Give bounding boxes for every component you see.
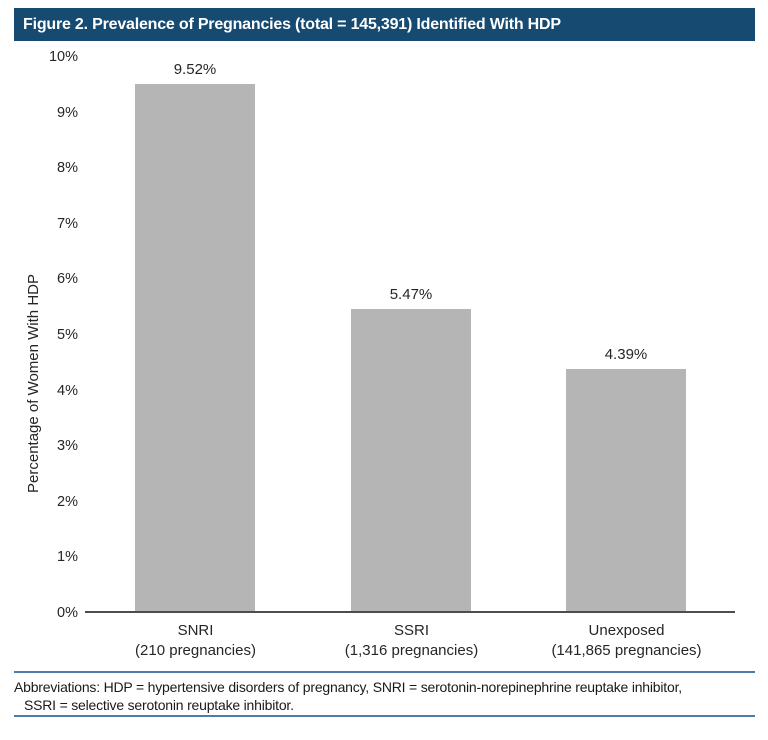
x-category-name: SNRI: [177, 622, 214, 639]
abbreviations-note-line2: SSRI = selective serotonin reuptake inhi…: [24, 697, 294, 713]
x-category-name: Unexposed: [588, 622, 665, 639]
x-axis-line: [85, 611, 735, 613]
y-tick-label-7pct: 7%: [57, 216, 78, 232]
y-tick-label-6pct: 6%: [57, 271, 78, 287]
x-category-count: (141,865 pregnancies): [551, 642, 702, 659]
x-category-label-unexposed: Unexposed (141,865 pregnancies): [518, 621, 735, 661]
bar-value-label-ssri: 5.47%: [389, 286, 433, 303]
y-tick-label-10pct: 10%: [48, 49, 78, 65]
bar-ssri: [351, 309, 471, 613]
y-tick-label-9pct: 9%: [57, 105, 78, 121]
y-tick-label-0pct: 0%: [57, 605, 78, 621]
abbreviations-note-line1: Abbreviations: HDP = hypertensive disord…: [14, 679, 682, 695]
footer-top-rule: [14, 671, 755, 673]
footer-bottom-rule: [14, 715, 755, 717]
y-tick-label-8pct: 8%: [57, 160, 78, 176]
y-tick-label-4pct: 4%: [57, 383, 78, 399]
x-category-count: (1,316 pregnancies): [344, 642, 479, 659]
bar-unexposed: [566, 369, 686, 613]
bar-value-label-unexposed: 4.39%: [604, 346, 648, 363]
x-category-name: SSRI: [393, 622, 429, 639]
figure-title-bar: Figure 2. Prevalence of Pregnancies (tot…: [14, 8, 755, 41]
x-category-label-snri: SNRI (210 pregnancies): [87, 621, 304, 661]
y-tick-label-5pct: 5%: [57, 327, 78, 343]
bar-snri: [135, 84, 255, 613]
figure-title: Figure 2. Prevalence of Pregnancies (tot…: [23, 15, 561, 33]
y-tick-label-2pct: 2%: [57, 494, 78, 510]
y-tick-label-1pct: 1%: [57, 549, 78, 565]
x-category-count: (210 pregnancies): [135, 642, 256, 659]
x-category-label-ssri: SSRI (1,316 pregnancies): [303, 621, 520, 661]
y-tick-label-3pct: 3%: [57, 438, 78, 454]
bar-value-label-snri: 9.52%: [173, 61, 217, 78]
